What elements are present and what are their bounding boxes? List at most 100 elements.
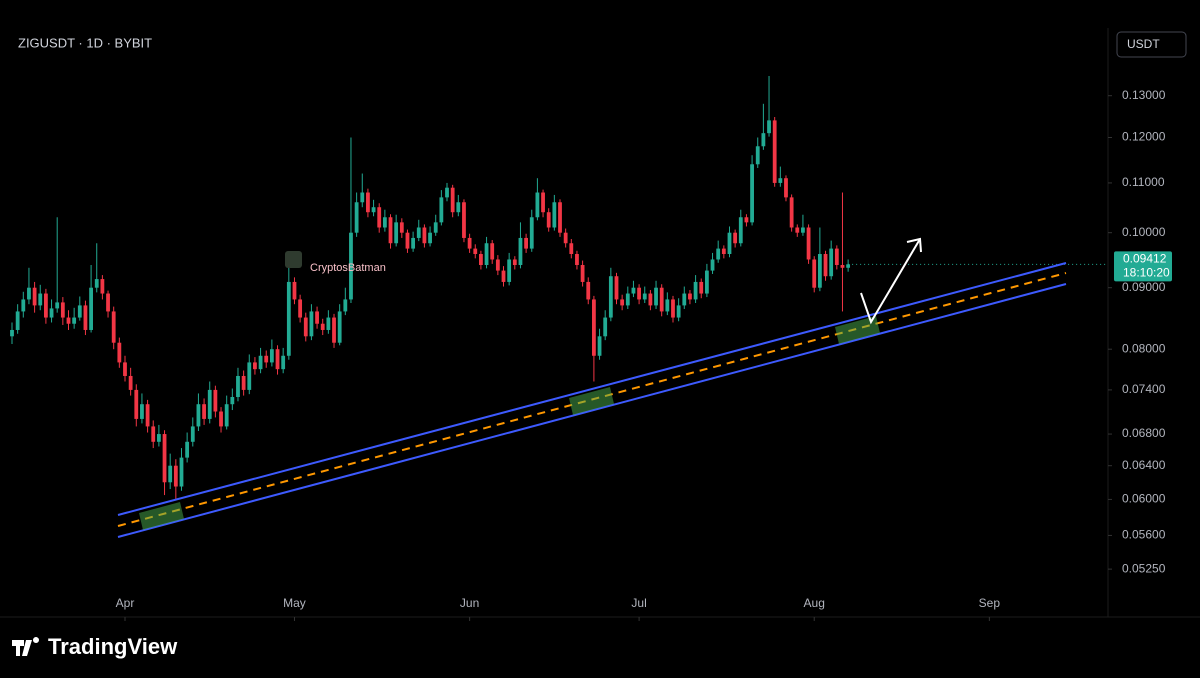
- candle-body: [168, 465, 173, 483]
- candle-body: [202, 404, 206, 419]
- candle-body: [829, 248, 834, 277]
- candle-body: [789, 197, 794, 228]
- candle-body: [332, 317, 336, 343]
- candle-body: [755, 146, 760, 165]
- candle-body: [439, 197, 444, 223]
- candle-body: [269, 349, 274, 363]
- candle-body: [354, 202, 359, 233]
- candle-body: [840, 264, 845, 268]
- candle-body: [462, 202, 466, 238]
- candle-body: [801, 227, 805, 233]
- candle-body: [173, 465, 178, 487]
- candle-body: [597, 336, 602, 356]
- candle-body: [371, 207, 376, 213]
- candle-body: [89, 287, 93, 330]
- candle-body: [349, 232, 353, 300]
- arrow-head: [906, 237, 922, 253]
- candle-body: [43, 293, 48, 318]
- candle-body: [750, 164, 754, 223]
- candle-body: [21, 299, 26, 312]
- candle-body: [140, 404, 144, 419]
- candle-body: [60, 302, 65, 318]
- candle-body: [591, 299, 596, 356]
- candle-body: [733, 232, 738, 244]
- candle-body: [710, 259, 715, 271]
- candle-body: [625, 293, 630, 306]
- channel-lower: [117, 283, 1067, 538]
- candle-body: [654, 287, 658, 306]
- candle-body: [659, 287, 664, 312]
- candle-body: [693, 281, 698, 300]
- candle-body: [253, 362, 257, 370]
- candle-body: [100, 279, 105, 294]
- candle-body: [575, 254, 579, 265]
- y-tick-label: 0.09000: [1122, 280, 1166, 294]
- candle-body: [162, 434, 167, 483]
- candle-body: [699, 281, 704, 294]
- candle-body: [767, 120, 771, 134]
- x-tick-label: Jul: [631, 596, 646, 610]
- candle-body: [772, 120, 777, 183]
- y-tick-label: 0.12000: [1122, 130, 1166, 144]
- candle-body: [224, 404, 229, 427]
- candle-body: [761, 133, 766, 147]
- currency-button[interactable]: [1116, 31, 1187, 58]
- candle-body: [823, 254, 828, 277]
- candle-body: [134, 389, 139, 419]
- candle-body: [94, 279, 99, 288]
- candle-body: [337, 311, 342, 343]
- candle-body: [817, 254, 822, 288]
- candle-body: [648, 293, 653, 306]
- candle-body: [377, 207, 382, 228]
- x-tick-label: Sep: [979, 596, 1001, 610]
- candle-body: [360, 192, 365, 203]
- candle-body: [405, 232, 410, 249]
- candle-body: [614, 276, 619, 300]
- currency-label[interactable]: USDT: [1127, 37, 1160, 51]
- y-tick-label: 0.06000: [1122, 492, 1166, 506]
- candle-body: [258, 355, 263, 370]
- candle-body: [467, 237, 472, 249]
- candle-body: [727, 232, 732, 255]
- candle-body: [479, 254, 483, 265]
- candle-body: [490, 243, 495, 260]
- candle-body: [106, 293, 110, 312]
- candle-body: [563, 232, 568, 244]
- candle-body: [586, 281, 591, 300]
- y-tick-label: 0.11000: [1122, 175, 1165, 189]
- candle-body: [812, 259, 817, 288]
- candle-body: [608, 276, 613, 318]
- candle-body: [422, 227, 427, 244]
- watermark: CryptosBatman: [310, 262, 386, 274]
- candle-body: [298, 299, 303, 318]
- candle-body: [580, 264, 585, 282]
- candle-body: [27, 287, 31, 300]
- candle-body: [32, 287, 37, 306]
- candle-body: [366, 192, 370, 213]
- candle-body: [665, 299, 670, 312]
- candle-body: [236, 375, 240, 398]
- candle-body: [495, 259, 500, 271]
- candle-body: [213, 389, 218, 412]
- candle-body: [676, 305, 681, 318]
- candle-body: [806, 227, 811, 260]
- candle-body: [66, 317, 71, 324]
- x-tick-label: Apr: [116, 596, 135, 610]
- candle-body: [846, 264, 851, 268]
- candle-body: [411, 237, 416, 249]
- candle-body: [631, 287, 636, 294]
- candle-body: [156, 434, 161, 442]
- candle-body: [416, 227, 421, 238]
- candle-body: [620, 299, 625, 306]
- brand-icon: [12, 637, 39, 656]
- candle-body: [834, 248, 839, 265]
- y-tick-label: 0.10000: [1122, 225, 1166, 239]
- candle-body: [688, 293, 692, 300]
- candle-body: [473, 248, 478, 255]
- candle-body: [247, 362, 252, 390]
- x-tick-label: Aug: [804, 596, 825, 610]
- x-tick-label: Jun: [460, 596, 479, 610]
- y-tick-label: 0.06400: [1122, 458, 1166, 472]
- candle-body: [49, 308, 54, 318]
